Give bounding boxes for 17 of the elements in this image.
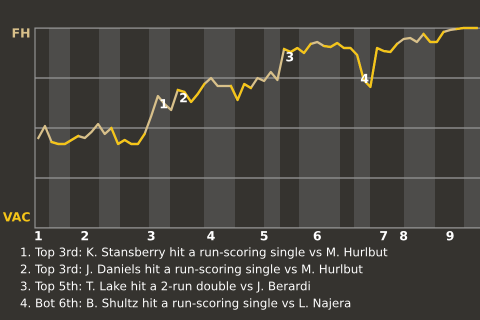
text: 2. Top 3rd: J. Daniels hit a run-scoring single vs M. Hurlbut [20,264,363,276]
x-tick-label: 1 [35,231,42,240]
x-tick-label: 2 [81,231,88,240]
text: FH [12,28,30,38]
x-tick-label: 6 [314,231,321,240]
x-tick-label: 7 [380,231,388,240]
x-tick-label: 9 [446,231,454,240]
annotation: 3 [286,52,294,62]
x-tick-label: 8 [400,231,408,240]
x-tick-label: 5 [260,231,268,240]
text: 4. Bot 6th: B. Shultz hit a run-scoring single vs L. Najera [20,298,350,310]
annotation: 2 [180,93,187,102]
text: 3. Top 5th: T. Lake hit a 2-run double vs J. Berardi [20,281,310,293]
text: 1. Top 3rd: K. Stansberry hit a run-scoring single vs M. Hurlbut [21,247,388,259]
x-tick-label: 3 [148,231,155,240]
text: VAC [2,212,30,222]
x-tick-label: 4 [207,231,215,240]
